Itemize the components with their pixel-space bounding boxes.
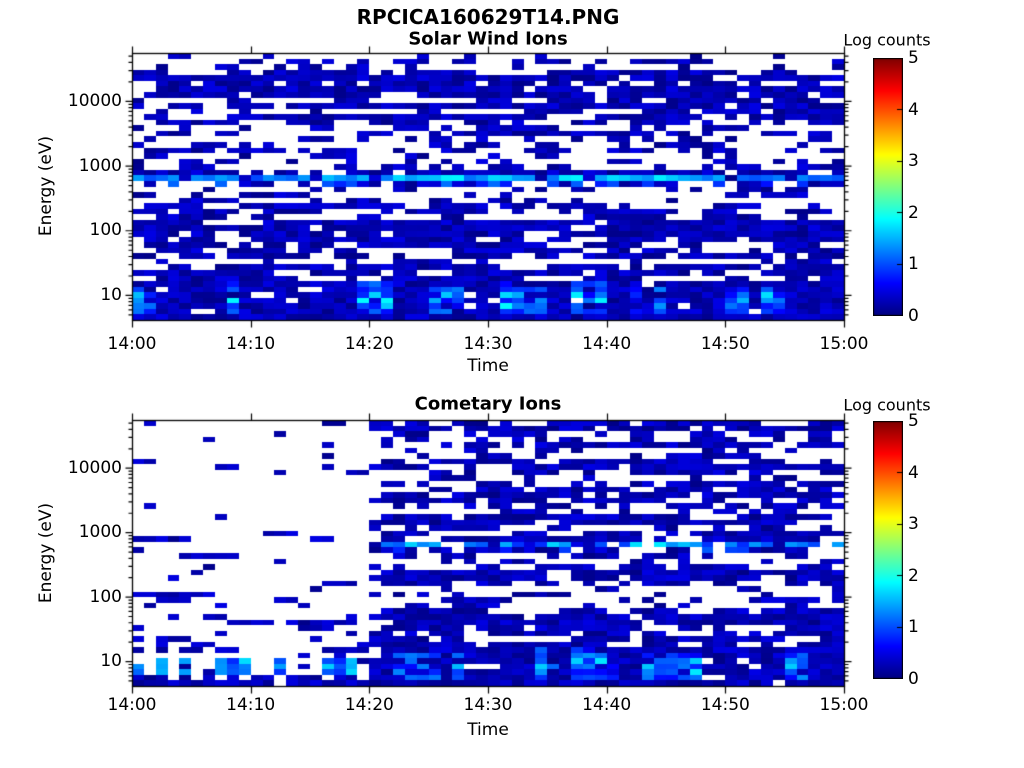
x-axis-label: Time <box>467 356 509 376</box>
colorbar-tick-label: 5 <box>908 411 919 431</box>
y-tick-label: 10000 <box>67 90 122 111</box>
colorbar-tick-label: 4 <box>908 462 919 483</box>
y-tick-label: 1000 <box>78 155 122 176</box>
x-tick-label: 15:00 <box>819 334 869 354</box>
y-tick-label: 10 <box>100 284 122 305</box>
solar-wind-spectrogram-canvas <box>120 41 856 332</box>
colorbar-title: Log counts <box>843 30 931 50</box>
colorbar-tick-label: 0 <box>908 306 919 326</box>
x-tick-label: 14:30 <box>463 334 513 354</box>
x-tick-label: 14:50 <box>700 334 750 354</box>
x-tick-label: 15:00 <box>819 695 869 715</box>
x-tick-label: 14:10 <box>226 695 276 715</box>
x-tick-label: 14:40 <box>582 334 632 354</box>
colorbar-tick-label: 3 <box>908 151 919 172</box>
x-axis-label: Time <box>467 720 509 740</box>
colorbar-tick-label: 1 <box>908 254 919 275</box>
x-tick-label: 14:40 <box>582 695 632 715</box>
x-tick-label: 14:10 <box>226 334 276 354</box>
x-tick-label: 14:20 <box>344 695 394 715</box>
colorbar-tick-label: 2 <box>908 565 919 586</box>
colorbar-tick-label: 3 <box>908 514 919 535</box>
y-tick-label: 100 <box>89 586 122 607</box>
colorbar-tick-label: 2 <box>908 202 919 223</box>
figure-title: RPCICA160629T14.PNG <box>356 5 620 29</box>
y-tick-label: 10000 <box>67 457 122 478</box>
y-tick-label: 1000 <box>78 522 122 543</box>
colorbar-tick-label: 5 <box>908 48 919 68</box>
colorbar-tick-label: 4 <box>908 99 919 120</box>
x-tick-label: 14:00 <box>107 334 157 354</box>
colorbar-tick-label: 0 <box>908 669 919 689</box>
cometary-spectrogram-canvas <box>120 408 856 698</box>
x-tick-label: 14:50 <box>700 695 750 715</box>
colorbar-tick-label: 1 <box>908 617 919 638</box>
colorbar-canvas <box>873 58 903 316</box>
y-tick-label: 100 <box>89 220 122 241</box>
x-tick-label: 14:30 <box>463 695 513 715</box>
y-tick-label: 10 <box>100 651 122 672</box>
x-tick-label: 14:20 <box>344 334 394 354</box>
colorbar-canvas <box>873 421 903 679</box>
colorbar-title: Log counts <box>843 395 931 415</box>
x-tick-label: 14:00 <box>107 695 157 715</box>
